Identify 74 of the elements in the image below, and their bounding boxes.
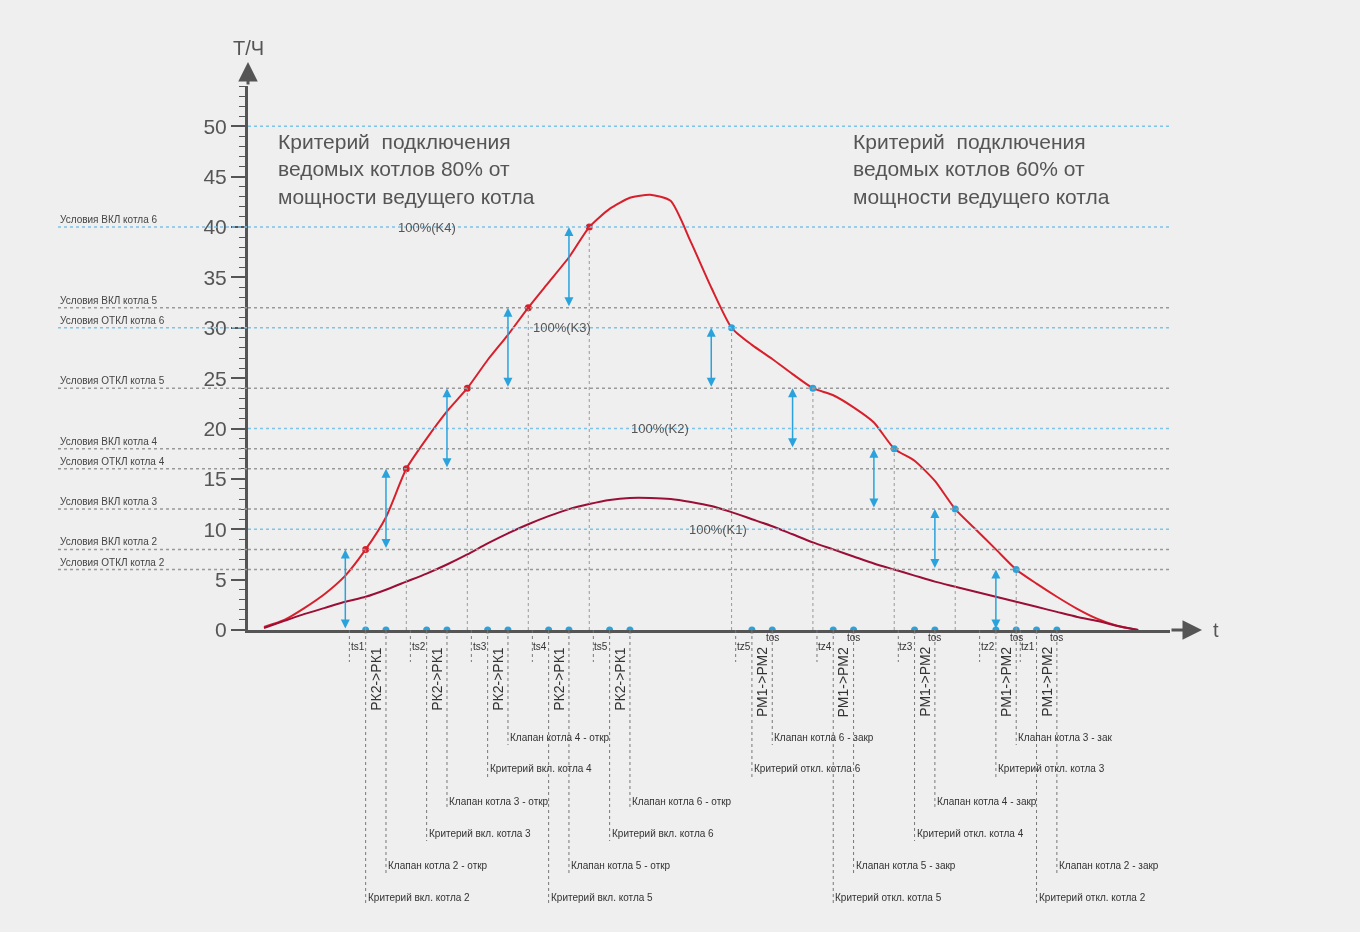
annotation: 100%(K3) — [533, 320, 591, 335]
text: РК2->РК1 — [611, 647, 628, 711]
text: РМ1->РМ2 — [754, 646, 771, 718]
text: Критерий откл. котла 5 — [835, 892, 942, 903]
text: РМ1->РМ2 — [1038, 646, 1055, 717]
y-axis-title: Т/Ч — [233, 37, 265, 59]
text: tos — [766, 632, 780, 643]
y-tick-label: 0 — [215, 618, 227, 642]
text: Клапан котла 4 - закр — [937, 796, 1037, 807]
text: Критерий вкл. котла 3 — [429, 828, 532, 839]
ref-line-label: Условия ОТКЛ котла 6 — [60, 315, 165, 326]
text: Критерий откл. котла 4 — [917, 828, 1024, 839]
text: РК2->РК1 — [489, 647, 506, 711]
ref-line-label: Условия ОТКЛ котла 4 — [60, 456, 165, 467]
text: tos — [928, 632, 942, 643]
line-series — [263, 496, 1140, 630]
y-tick-label: 50 — [203, 114, 227, 138]
text: Клапан котла 3 - откр — [449, 796, 549, 807]
text: Критерий вкл. котла 2 — [368, 892, 471, 903]
text: ts1 — [351, 641, 365, 652]
annotation: 100%(K1) — [689, 522, 747, 537]
y-tick-label: 25 — [203, 366, 227, 390]
text: Клапан котла 6 - закр — [774, 732, 874, 743]
text: Критерий откл. котла 2 — [1039, 892, 1146, 903]
y-tick-label: 40 — [203, 215, 227, 239]
ref-line-label: Условия ОТКЛ котла 2 — [60, 557, 165, 568]
text: tos — [1050, 632, 1064, 643]
text: ts2 — [412, 641, 426, 652]
text: РК2->РК1 — [428, 647, 445, 711]
text: РМ1->РМ2 — [998, 646, 1015, 718]
text: tz2 — [981, 641, 995, 652]
y-tick-label: 35 — [203, 265, 227, 289]
x-axis-title: t — [1213, 619, 1219, 641]
text: tz4 — [818, 641, 832, 652]
text: Клапан котла 5 - закр — [856, 860, 956, 871]
text: tz3 — [899, 641, 913, 652]
y-tick-label: 30 — [203, 316, 227, 340]
text: ts3 — [473, 641, 487, 652]
text: tz1 — [1021, 641, 1035, 652]
text: РМ1->РМ2 — [916, 646, 933, 717]
y-tick-label: 45 — [203, 165, 227, 189]
ref-line-label: Условия ВКЛ котла 2 — [60, 536, 158, 547]
text: ts5 — [594, 641, 608, 652]
ref-line-label: Условия ВКЛ котла 6 — [60, 214, 158, 225]
text: Критерий вкл. котла 4 — [490, 763, 593, 774]
annotation: 100%(K4) — [398, 220, 456, 235]
text: Клапан котла 2 - откр — [388, 860, 488, 871]
annotation: 100%(K2) — [631, 421, 689, 436]
text: Критерий откл. котла 3 — [998, 763, 1105, 774]
y-tick-label: 15 — [203, 467, 227, 491]
ref-line-label: Условия ОТКЛ котла 5 — [60, 375, 165, 386]
text: tos — [847, 632, 861, 643]
text: Клапан котла 3 - зак — [1018, 732, 1113, 743]
text: РК2->РК1 — [550, 647, 567, 711]
text: РК2->РК1 — [367, 647, 384, 711]
text: Клапан котла 5 - откр — [571, 860, 671, 871]
text: Клапан котла 2 - закр — [1059, 860, 1159, 871]
text: Критерий вкл. котла 6 — [612, 828, 715, 839]
text: РМ1->РМ2 — [835, 647, 852, 718]
annotation: Критерий подключения ведомых котлов 80% от мощности ведущего котла — [278, 130, 535, 208]
y-tick-label: 10 — [203, 517, 227, 541]
text: ts4 — [533, 641, 547, 652]
text: Критерий вкл. котла 5 — [551, 892, 654, 903]
y-tick-label: 20 — [203, 416, 227, 440]
y-tick-label: 5 — [215, 567, 227, 591]
annotation: Критерий подключения ведомых котлов 60% от мощности ведущего котла — [853, 130, 1110, 208]
text: tos — [1010, 632, 1024, 643]
ref-line-label: Условия ВКЛ котла 4 — [60, 436, 158, 447]
ref-line-label: Условия ВКЛ котла 3 — [60, 496, 158, 507]
text: Клапан котла 6 - откр — [632, 796, 732, 807]
text: Критерий откл. котла 6 — [754, 763, 861, 774]
text: Клапан котла 4 - откр — [510, 732, 610, 743]
ref-line-label: Условия ВКЛ котла 5 — [60, 295, 158, 306]
text: tz5 — [737, 641, 751, 652]
